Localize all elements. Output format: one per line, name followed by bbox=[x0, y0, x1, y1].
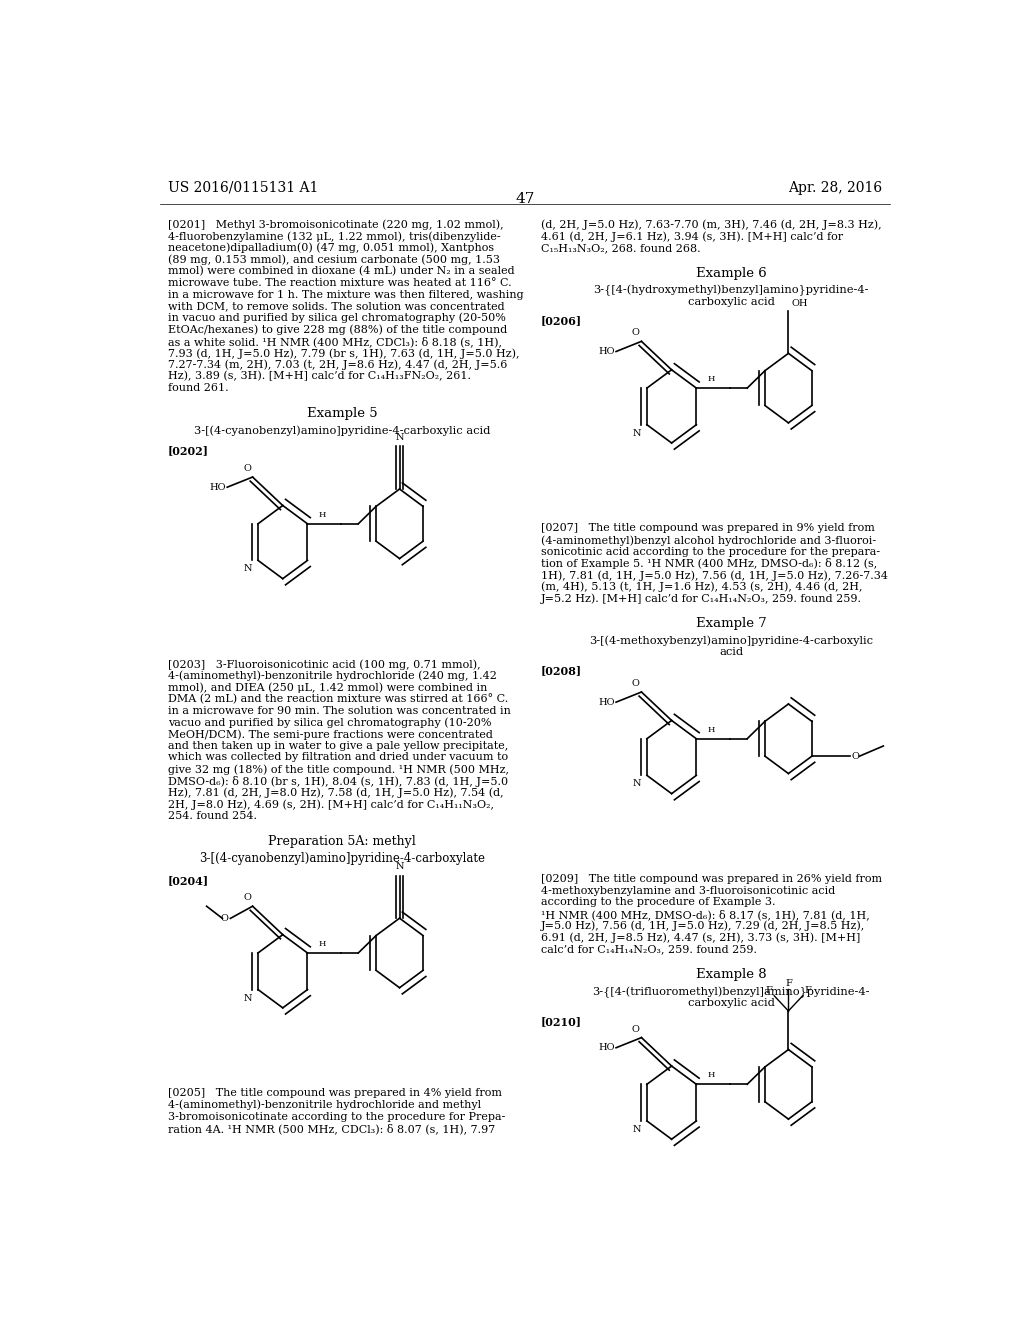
Text: HO: HO bbox=[598, 698, 614, 706]
Text: as a white solid. ¹H NMR (400 MHz, CDCl₃): δ 8.18 (s, 1H),: as a white solid. ¹H NMR (400 MHz, CDCl₃… bbox=[168, 337, 502, 347]
Text: in a microwave for 90 min. The solution was concentrated in: in a microwave for 90 min. The solution … bbox=[168, 706, 511, 715]
Text: microwave tube. The reaction mixture was heated at 116° C.: microwave tube. The reaction mixture was… bbox=[168, 277, 511, 288]
Text: (4-aminomethyl)benzyl alcohol hydrochloride and 3-fluoroi-: (4-aminomethyl)benzyl alcohol hydrochlor… bbox=[541, 535, 876, 545]
Text: 47: 47 bbox=[515, 191, 535, 206]
Text: neacetone)dipalladium(0) (47 mg, 0.051 mmol), Xantphos: neacetone)dipalladium(0) (47 mg, 0.051 m… bbox=[168, 243, 494, 253]
Text: HO: HO bbox=[598, 1043, 614, 1052]
Text: in vacuo and purified by silica gel chromatography (20-50%: in vacuo and purified by silica gel chro… bbox=[168, 313, 506, 323]
Text: 4-(aminomethyl)-benzonitrile hydrochloride (240 mg, 1.42: 4-(aminomethyl)-benzonitrile hydrochlori… bbox=[168, 671, 497, 681]
Text: mmol) were combined in dioxane (4 mL) under N₂ in a sealed: mmol) were combined in dioxane (4 mL) un… bbox=[168, 267, 514, 276]
Text: calc’d for C₁₄H₁₄N₂O₃, 259. found 259.: calc’d for C₁₄H₁₄N₂O₃, 259. found 259. bbox=[541, 944, 757, 954]
Text: J=5.0 Hz), 7.56 (d, 1H, J=5.0 Hz), 7.29 (d, 2H, J=8.5 Hz),: J=5.0 Hz), 7.56 (d, 1H, J=5.0 Hz), 7.29 … bbox=[541, 921, 865, 932]
Text: with DCM, to remove solids. The solution was concentrated: with DCM, to remove solids. The solution… bbox=[168, 301, 504, 312]
Text: vacuo and purified by silica gel chromatography (10-20%: vacuo and purified by silica gel chromat… bbox=[168, 718, 492, 729]
Text: O: O bbox=[243, 463, 251, 473]
Text: [0205]   The title compound was prepared in 4% yield from: [0205] The title compound was prepared i… bbox=[168, 1088, 502, 1098]
Text: and then taken up in water to give a pale yellow precipitate,: and then taken up in water to give a pal… bbox=[168, 741, 508, 751]
Text: ration 4A. ¹H NMR (500 MHz, CDCl₃): δ 8.07 (s, 1H), 7.97: ration 4A. ¹H NMR (500 MHz, CDCl₃): δ 8.… bbox=[168, 1123, 495, 1134]
Text: 3-[(4-cyanobenzyl)amino]pyridine-4-carboxylate: 3-[(4-cyanobenzyl)amino]pyridine-4-carbo… bbox=[200, 853, 485, 866]
Text: 3-{[4-(trifluoromethyl)benzyl]amino}pyridine-4-: 3-{[4-(trifluoromethyl)benzyl]amino}pyri… bbox=[593, 986, 869, 998]
Text: carboxylic acid: carboxylic acid bbox=[688, 998, 774, 1008]
Text: US 2016/0115131 A1: US 2016/0115131 A1 bbox=[168, 181, 318, 195]
Text: Example 5: Example 5 bbox=[307, 407, 378, 420]
Text: [0202]: [0202] bbox=[168, 446, 209, 457]
Text: EtOAc/hexanes) to give 228 mg (88%) of the title compound: EtOAc/hexanes) to give 228 mg (88%) of t… bbox=[168, 325, 507, 335]
Text: N: N bbox=[395, 433, 403, 442]
Text: OH: OH bbox=[792, 298, 808, 308]
Text: 4.61 (d, 2H, J=6.1 Hz), 3.94 (s, 3H). [M+H] calc’d for: 4.61 (d, 2H, J=6.1 Hz), 3.94 (s, 3H). [M… bbox=[541, 231, 843, 242]
Text: 6.91 (d, 2H, J=8.5 Hz), 4.47 (s, 2H), 3.73 (s, 3H). [M+H]: 6.91 (d, 2H, J=8.5 Hz), 4.47 (s, 2H), 3.… bbox=[541, 932, 860, 942]
Text: 2H, J=8.0 Hz), 4.69 (s, 2H). [M+H] calc’d for C₁₄H₁₁N₃O₂,: 2H, J=8.0 Hz), 4.69 (s, 2H). [M+H] calc’… bbox=[168, 799, 494, 809]
Text: 7.27-7.34 (m, 2H), 7.03 (t, 2H, J=8.6 Hz), 4.47 (d, 2H, J=5.6: 7.27-7.34 (m, 2H), 7.03 (t, 2H, J=8.6 Hz… bbox=[168, 359, 507, 370]
Text: J=5.2 Hz). [M+H] calc’d for C₁₄H₁₄N₂O₃, 259. found 259.: J=5.2 Hz). [M+H] calc’d for C₁₄H₁₄N₂O₃, … bbox=[541, 594, 861, 605]
Text: O: O bbox=[632, 329, 640, 338]
Text: N: N bbox=[395, 862, 403, 871]
Text: N: N bbox=[633, 429, 641, 438]
Text: Hz), 7.81 (d, 2H, J=8.0 Hz), 7.58 (d, 1H, J=5.0 Hz), 7.54 (d,: Hz), 7.81 (d, 2H, J=8.0 Hz), 7.58 (d, 1H… bbox=[168, 788, 504, 799]
Text: [0209]   The title compound was prepared in 26% yield from: [0209] The title compound was prepared i… bbox=[541, 874, 882, 884]
Text: F: F bbox=[785, 978, 792, 987]
Text: DMSO-d₆): δ 8.10 (br s, 1H), 8.04 (s, 1H), 7.83 (d, 1H, J=5.0: DMSO-d₆): δ 8.10 (br s, 1H), 8.04 (s, 1H… bbox=[168, 776, 508, 787]
Text: [0207]   The title compound was prepared in 9% yield from: [0207] The title compound was prepared i… bbox=[541, 523, 874, 533]
Text: sonicotinic acid according to the procedure for the prepara-: sonicotinic acid according to the proced… bbox=[541, 546, 880, 557]
Text: acid: acid bbox=[719, 647, 743, 657]
Text: [0203]   3-Fluoroisonicotinic acid (100 mg, 0.71 mmol),: [0203] 3-Fluoroisonicotinic acid (100 mg… bbox=[168, 659, 480, 669]
Text: mmol), and DIEA (250 μL, 1.42 mmol) were combined in: mmol), and DIEA (250 μL, 1.42 mmol) were… bbox=[168, 682, 487, 693]
Text: O: O bbox=[632, 1024, 640, 1034]
Text: which was collected by filtration and dried under vacuum to: which was collected by filtration and dr… bbox=[168, 752, 508, 763]
Text: 4-(aminomethyl)-benzonitrile hydrochloride and methyl: 4-(aminomethyl)-benzonitrile hydrochlori… bbox=[168, 1100, 481, 1110]
Text: F: F bbox=[804, 986, 811, 995]
Text: according to the procedure of Example 3.: according to the procedure of Example 3. bbox=[541, 898, 775, 907]
Text: [0206]: [0206] bbox=[541, 315, 582, 326]
Text: H: H bbox=[318, 940, 327, 948]
Text: O: O bbox=[243, 894, 251, 902]
Text: tion of Example 5. ¹H NMR (400 MHz, DMSO-d₆): δ 8.12 (s,: tion of Example 5. ¹H NMR (400 MHz, DMSO… bbox=[541, 558, 877, 569]
Text: H: H bbox=[708, 1072, 715, 1080]
Text: 7.93 (d, 1H, J=5.0 Hz), 7.79 (br s, 1H), 7.63 (d, 1H, J=5.0 Hz),: 7.93 (d, 1H, J=5.0 Hz), 7.79 (br s, 1H),… bbox=[168, 348, 519, 359]
Text: 1H), 7.81 (d, 1H, J=5.0 Hz), 7.56 (d, 1H, J=5.0 Hz), 7.26-7.34: 1H), 7.81 (d, 1H, J=5.0 Hz), 7.56 (d, 1H… bbox=[541, 570, 888, 581]
Text: Example 6: Example 6 bbox=[695, 267, 767, 280]
Text: H: H bbox=[708, 726, 715, 734]
Text: C₁₅H₁₃N₃O₂, 268. found 268.: C₁₅H₁₃N₃O₂, 268. found 268. bbox=[541, 243, 700, 252]
Text: [0210]: [0210] bbox=[541, 1016, 582, 1027]
Text: Hz), 3.89 (s, 3H). [M+H] calc’d for C₁₄H₁₃FN₂O₂, 261.: Hz), 3.89 (s, 3H). [M+H] calc’d for C₁₄H… bbox=[168, 371, 471, 381]
Text: N: N bbox=[633, 1125, 641, 1134]
Text: Preparation 5A: methyl: Preparation 5A: methyl bbox=[268, 834, 416, 847]
Text: Example 8: Example 8 bbox=[696, 968, 766, 981]
Text: HO: HO bbox=[598, 347, 614, 356]
Text: [0201]   Methyl 3-bromoisonicotinate (220 mg, 1.02 mmol),: [0201] Methyl 3-bromoisonicotinate (220 … bbox=[168, 219, 504, 230]
Text: (d, 2H, J=5.0 Hz), 7.63-7.70 (m, 3H), 7.46 (d, 2H, J=8.3 Hz),: (d, 2H, J=5.0 Hz), 7.63-7.70 (m, 3H), 7.… bbox=[541, 219, 882, 230]
Text: O: O bbox=[632, 678, 640, 688]
Text: ¹H NMR (400 MHz, DMSO-d₆): δ 8.17 (s, 1H), 7.81 (d, 1H,: ¹H NMR (400 MHz, DMSO-d₆): δ 8.17 (s, 1H… bbox=[541, 909, 869, 920]
Text: O: O bbox=[852, 751, 859, 760]
Text: H: H bbox=[708, 375, 715, 383]
Text: O: O bbox=[221, 913, 228, 923]
Text: H: H bbox=[318, 511, 327, 519]
Text: Apr. 28, 2016: Apr. 28, 2016 bbox=[787, 181, 882, 195]
Text: HO: HO bbox=[209, 483, 225, 492]
Text: 3-bromoisonicotinate according to the procedure for Prepa-: 3-bromoisonicotinate according to the pr… bbox=[168, 1111, 505, 1122]
Text: carboxylic acid: carboxylic acid bbox=[688, 297, 774, 306]
Text: in a microwave for 1 h. The mixture was then filtered, washing: in a microwave for 1 h. The mixture was … bbox=[168, 289, 523, 300]
Text: MeOH/DCM). The semi-pure fractions were concentrated: MeOH/DCM). The semi-pure fractions were … bbox=[168, 729, 493, 739]
Text: 3-{[4-(hydroxymethyl)benzyl]amino}pyridine-4-: 3-{[4-(hydroxymethyl)benzyl]amino}pyridi… bbox=[593, 285, 869, 296]
Text: give 32 mg (18%) of the title compound. ¹H NMR (500 MHz,: give 32 mg (18%) of the title compound. … bbox=[168, 764, 509, 775]
Text: 4-methoxybenzylamine and 3-fluoroisonicotinic acid: 4-methoxybenzylamine and 3-fluoroisonico… bbox=[541, 886, 835, 896]
Text: 4-fluorobenzylamine (132 μL, 1.22 mmol), tris(dibenzylide-: 4-fluorobenzylamine (132 μL, 1.22 mmol),… bbox=[168, 231, 501, 242]
Text: (89 mg, 0.153 mmol), and cesium carbonate (500 mg, 1.53: (89 mg, 0.153 mmol), and cesium carbonat… bbox=[168, 255, 500, 265]
Text: found 261.: found 261. bbox=[168, 383, 228, 393]
Text: N: N bbox=[633, 779, 641, 788]
Text: [0208]: [0208] bbox=[541, 665, 582, 677]
Text: 3-[(4-methoxybenzyl)amino]pyridine-4-carboxylic: 3-[(4-methoxybenzyl)amino]pyridine-4-car… bbox=[589, 636, 873, 647]
Text: DMA (2 mL) and the reaction mixture was stirred at 166° C.: DMA (2 mL) and the reaction mixture was … bbox=[168, 694, 508, 705]
Text: [0204]: [0204] bbox=[168, 875, 209, 886]
Text: 254. found 254.: 254. found 254. bbox=[168, 810, 257, 821]
Text: Example 7: Example 7 bbox=[695, 618, 767, 631]
Text: (m, 4H), 5.13 (t, 1H, J=1.6 Hz), 4.53 (s, 2H), 4.46 (d, 2H,: (m, 4H), 5.13 (t, 1H, J=1.6 Hz), 4.53 (s… bbox=[541, 582, 862, 593]
Text: N: N bbox=[244, 994, 253, 1003]
Text: N: N bbox=[244, 565, 253, 573]
Text: 3-[(4-cyanobenzyl)amino]pyridine-4-carboxylic acid: 3-[(4-cyanobenzyl)amino]pyridine-4-carbo… bbox=[195, 425, 490, 436]
Text: F: F bbox=[766, 986, 772, 995]
